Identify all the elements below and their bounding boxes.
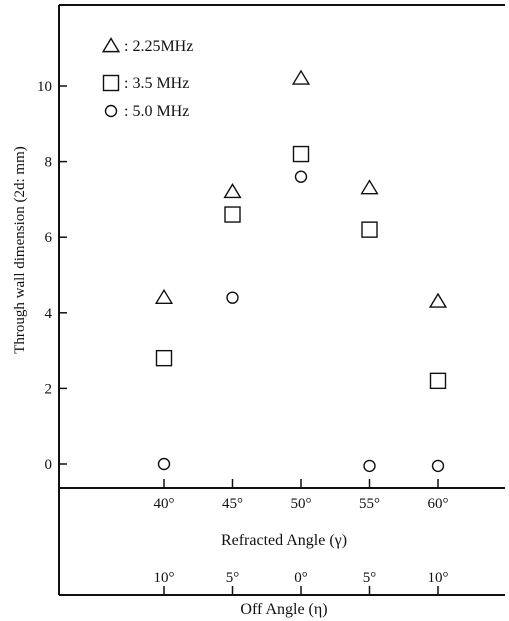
legend-circle-icon	[104, 104, 118, 118]
secondary-x-axis-label: Off Angle (η)	[240, 601, 327, 618]
x-tick-label: 55°	[359, 496, 380, 512]
plot-frame	[58, 4, 505, 596]
secondary-x-tick-label: 10°	[428, 570, 449, 586]
y-tick-label: 4	[45, 306, 53, 322]
legend-square-icon	[102, 74, 120, 92]
x-axis-label: Refracted Angle (γ)	[221, 532, 347, 549]
secondary-x-tick-label: 5°	[363, 570, 377, 586]
data-point-circle	[431, 459, 445, 473]
y-tick-label: 6	[45, 230, 53, 246]
data-point-square	[224, 206, 241, 223]
data-point-triangle	[154, 288, 174, 305]
x-tick-label: 45°	[222, 496, 243, 512]
x-tick-label: 60°	[428, 496, 449, 512]
legend-label: : 5.0 MHz	[124, 103, 189, 120]
y-tick-label: 8	[45, 155, 53, 171]
data-point-triangle	[360, 179, 379, 195]
legend-label: : 2.25MHz	[124, 38, 193, 55]
data-point-square	[155, 349, 173, 367]
x-tick-label: 50°	[291, 496, 312, 512]
data-point-circle	[157, 457, 171, 471]
y-tick-label: 2	[45, 381, 53, 397]
data-point-circle	[294, 170, 308, 183]
x-tick-label: 40°	[154, 496, 175, 512]
data-point-square	[361, 221, 378, 238]
y-axis: 0 2 4 6 8 10	[37, 79, 67, 473]
data-point-triangle	[428, 292, 448, 308]
legend-label: : 3.5 MHz	[124, 75, 189, 92]
data-point-circle	[226, 291, 239, 304]
secondary-x-tick-label: 0°	[294, 570, 308, 586]
x-axis: 40° 45° 50° 55° 60°	[154, 479, 449, 512]
y-tick-label: 0	[45, 457, 53, 473]
legend: : 2.25MHz : 3.5 MHz : 5.0 MHz	[101, 37, 193, 120]
data-markers	[154, 69, 448, 473]
y-axis-label: Through wall dimension (2d: mm)	[12, 146, 28, 353]
legend-triangle-icon	[101, 37, 121, 53]
data-point-triangle	[223, 182, 242, 199]
data-point-triangle	[291, 69, 311, 85]
secondary-x-axis: 10° 5° 0° 5° 10°	[154, 570, 449, 595]
data-point-square	[429, 372, 447, 390]
secondary-x-tick-label: 5°	[226, 570, 240, 586]
secondary-x-tick-label: 10°	[154, 570, 175, 586]
data-point-square	[292, 145, 310, 163]
data-point-circle	[363, 459, 376, 473]
y-tick-label: 10	[37, 79, 52, 95]
